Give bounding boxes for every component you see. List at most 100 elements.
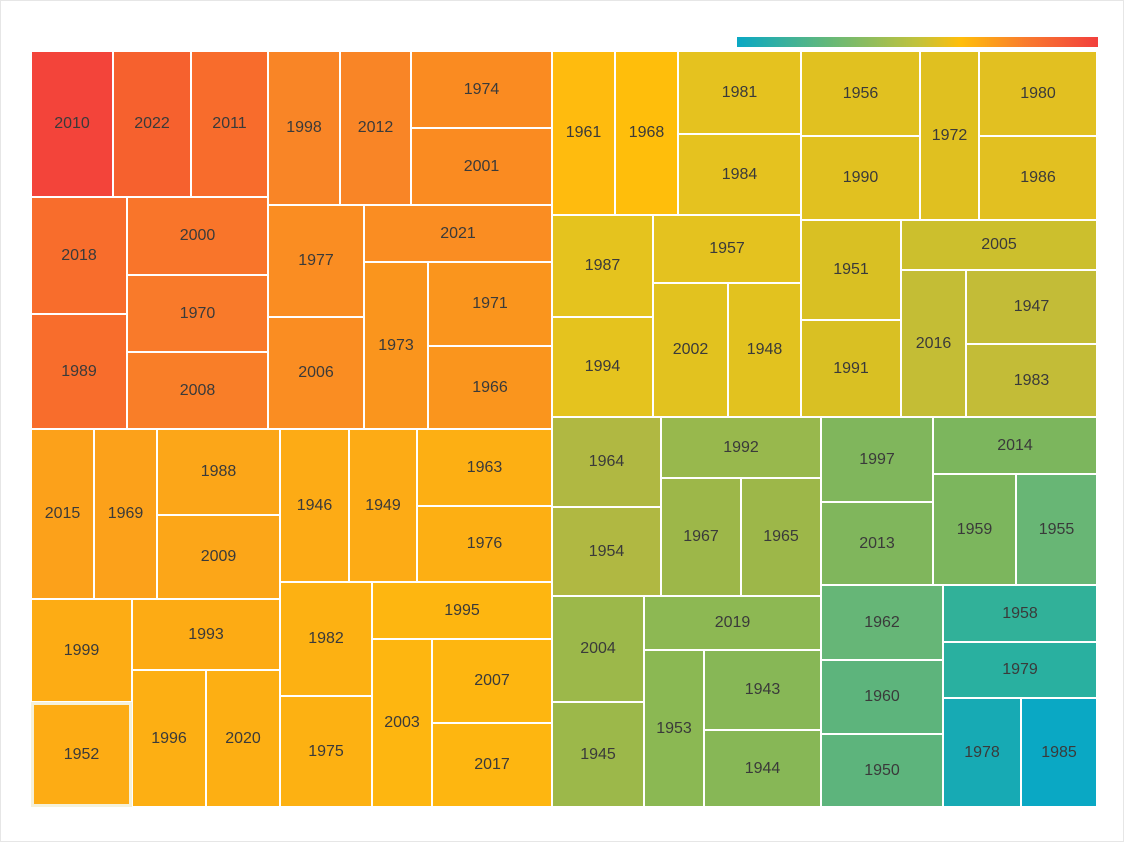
treemap-cell-1956[interactable]: 1956 bbox=[801, 51, 920, 136]
treemap-cell-1998[interactable]: 1998 bbox=[268, 51, 340, 205]
treemap-cell-1949[interactable]: 1949 bbox=[349, 429, 417, 582]
treemap-cell-label: 1982 bbox=[308, 630, 344, 647]
treemap-cell-2021[interactable]: 2021 bbox=[364, 205, 552, 262]
treemap-cell-1990[interactable]: 1990 bbox=[801, 136, 920, 220]
treemap-cell-1969[interactable]: 1969 bbox=[94, 429, 157, 599]
treemap-cell-2018[interactable]: 2018 bbox=[31, 197, 127, 314]
treemap-cell-label: 1977 bbox=[298, 252, 334, 269]
treemap-cell-1948[interactable]: 1948 bbox=[728, 283, 801, 417]
treemap-cell-2007[interactable]: 2007 bbox=[432, 639, 552, 723]
treemap-cell-1977[interactable]: 1977 bbox=[268, 205, 364, 317]
treemap-cell-1944[interactable]: 1944 bbox=[704, 730, 821, 807]
treemap-cell-1954[interactable]: 1954 bbox=[552, 507, 661, 596]
treemap-cell-2006[interactable]: 2006 bbox=[268, 317, 364, 429]
treemap-cell-label: 2018 bbox=[61, 246, 97, 264]
treemap-cell-1963[interactable]: 1963 bbox=[417, 429, 552, 506]
treemap-cell-1996[interactable]: 1996 bbox=[132, 670, 206, 807]
treemap-cell-1999[interactable]: 1999 bbox=[31, 599, 132, 702]
treemap-cell-1960[interactable]: 1960 bbox=[821, 660, 943, 734]
treemap-cell-2002[interactable]: 2002 bbox=[653, 283, 728, 417]
treemap-cell-1995[interactable]: 1995 bbox=[372, 582, 552, 639]
treemap-cell-1953[interactable]: 1953 bbox=[644, 650, 704, 807]
treemap-cell-label: 2020 bbox=[225, 729, 261, 747]
treemap-cell-2017[interactable]: 2017 bbox=[432, 723, 552, 807]
treemap-cell-1980[interactable]: 1980 bbox=[979, 51, 1097, 136]
treemap-cell-1997[interactable]: 1997 bbox=[821, 417, 933, 502]
treemap-cell-2008[interactable]: 2008 bbox=[127, 352, 268, 429]
treemap-cell-2012[interactable]: 2012 bbox=[340, 51, 411, 205]
treemap-cell-2016[interactable]: 2016 bbox=[901, 270, 966, 417]
treemap-cell-1967[interactable]: 1967 bbox=[661, 478, 741, 596]
treemap-cell-1978[interactable]: 1978 bbox=[943, 698, 1021, 807]
treemap-cell-1993[interactable]: 1993 bbox=[132, 599, 280, 670]
treemap-cell-1973[interactable]: 1973 bbox=[364, 262, 428, 429]
treemap-cell-1970[interactable]: 1970 bbox=[127, 275, 268, 352]
treemap-cell-label: 1979 bbox=[1002, 661, 1038, 678]
treemap-cell-1958[interactable]: 1958 bbox=[943, 585, 1097, 642]
treemap-cell-label: 1987 bbox=[584, 257, 621, 274]
treemap-cell-1965[interactable]: 1965 bbox=[741, 478, 821, 596]
treemap-cell-1984[interactable]: 1984 bbox=[678, 134, 801, 215]
treemap-cell-label: 1995 bbox=[444, 601, 480, 619]
treemap-cell-1994[interactable]: 1994 bbox=[552, 317, 653, 417]
treemap-cell-2010[interactable]: 2010 bbox=[31, 51, 113, 197]
treemap-cell-1972[interactable]: 1972 bbox=[920, 51, 979, 220]
treemap-cell-label: 1956 bbox=[842, 84, 879, 102]
treemap-cell-2022[interactable]: 2022 bbox=[113, 51, 191, 197]
treemap-cell-1952[interactable]: 1952 bbox=[31, 702, 132, 807]
treemap-cell-1959[interactable]: 1959 bbox=[933, 474, 1016, 585]
treemap-cell-2013[interactable]: 2013 bbox=[821, 502, 933, 585]
treemap-cell-1962[interactable]: 1962 bbox=[821, 585, 943, 660]
treemap-cell-2020[interactable]: 2020 bbox=[206, 670, 280, 807]
treemap-cell-2005[interactable]: 2005 bbox=[901, 220, 1097, 270]
treemap-cell-1951[interactable]: 1951 bbox=[801, 220, 901, 320]
treemap-cell-1982[interactable]: 1982 bbox=[280, 582, 372, 696]
treemap-cell-1957[interactable]: 1957 bbox=[653, 215, 801, 283]
treemap-cell-1988[interactable]: 1988 bbox=[157, 429, 280, 515]
treemap-cell-1981[interactable]: 1981 bbox=[678, 51, 801, 134]
treemap-cell-1945[interactable]: 1945 bbox=[552, 702, 644, 807]
treemap-cell-1983[interactable]: 1983 bbox=[966, 344, 1097, 417]
treemap-cell-1976[interactable]: 1976 bbox=[417, 506, 552, 582]
treemap-cell-2015[interactable]: 2015 bbox=[31, 429, 94, 599]
treemap-cell-1992[interactable]: 1992 bbox=[661, 417, 821, 478]
treemap-cell-2003[interactable]: 2003 bbox=[372, 639, 432, 807]
treemap-cell-1971[interactable]: 1971 bbox=[428, 262, 552, 346]
treemap-cell-1991[interactable]: 1991 bbox=[801, 320, 901, 417]
treemap-cell-label: 1968 bbox=[628, 124, 665, 141]
treemap-cell-1943[interactable]: 1943 bbox=[704, 650, 821, 730]
treemap-cell-1966[interactable]: 1966 bbox=[428, 346, 552, 429]
treemap-cell-1950[interactable]: 1950 bbox=[821, 734, 943, 807]
treemap-cell-1974[interactable]: 1974 bbox=[411, 51, 552, 128]
treemap-cell-1964[interactable]: 1964 bbox=[552, 417, 661, 507]
treemap-cell-2009[interactable]: 2009 bbox=[157, 515, 280, 599]
treemap-cell-2001[interactable]: 2001 bbox=[411, 128, 552, 205]
treemap-cell-1979[interactable]: 1979 bbox=[943, 642, 1097, 698]
treemap-cell-label: 1946 bbox=[296, 496, 333, 514]
treemap-cell-1947[interactable]: 1947 bbox=[966, 270, 1097, 344]
treemap-cell-1986[interactable]: 1986 bbox=[979, 136, 1097, 220]
treemap-cell-label: 2007 bbox=[474, 672, 510, 689]
treemap-cell-label: 1952 bbox=[63, 745, 100, 763]
treemap-cell-1946[interactable]: 1946 bbox=[280, 429, 349, 582]
treemap-cell-1987[interactable]: 1987 bbox=[552, 215, 653, 317]
treemap-cell-label: 1994 bbox=[584, 358, 621, 375]
treemap-cell-2019[interactable]: 2019 bbox=[644, 596, 821, 650]
treemap-cell-2004[interactable]: 2004 bbox=[552, 596, 644, 702]
treemap-cell-1975[interactable]: 1975 bbox=[280, 696, 372, 807]
treemap-cell-1968[interactable]: 1968 bbox=[615, 51, 678, 215]
treemap-cell-1955[interactable]: 1955 bbox=[1016, 474, 1097, 585]
treemap-cell-label: 2016 bbox=[915, 334, 952, 352]
treemap-cell-2011[interactable]: 2011 bbox=[191, 51, 268, 197]
treemap-cell-label: 2014 bbox=[997, 436, 1033, 454]
treemap-cell-1989[interactable]: 1989 bbox=[31, 314, 127, 429]
treemap-cell-2014[interactable]: 2014 bbox=[933, 417, 1097, 474]
treemap-cell-label: 1990 bbox=[842, 169, 879, 186]
treemap-cell-label: 1948 bbox=[746, 341, 783, 358]
treemap-cell-1961[interactable]: 1961 bbox=[552, 51, 615, 215]
treemap-cell-2000[interactable]: 2000 bbox=[127, 197, 268, 275]
treemap-cell-label: 1993 bbox=[188, 625, 224, 643]
treemap-cell-1985[interactable]: 1985 bbox=[1021, 698, 1097, 807]
treemap-cell-label: 1986 bbox=[1020, 169, 1056, 186]
